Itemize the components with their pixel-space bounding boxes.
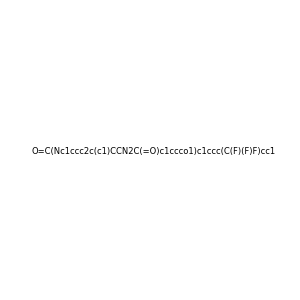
Text: O=C(Nc1ccc2c(c1)CCN2C(=O)c1ccco1)c1ccc(C(F)(F)F)cc1: O=C(Nc1ccc2c(c1)CCN2C(=O)c1ccco1)c1ccc(C…	[32, 147, 276, 156]
